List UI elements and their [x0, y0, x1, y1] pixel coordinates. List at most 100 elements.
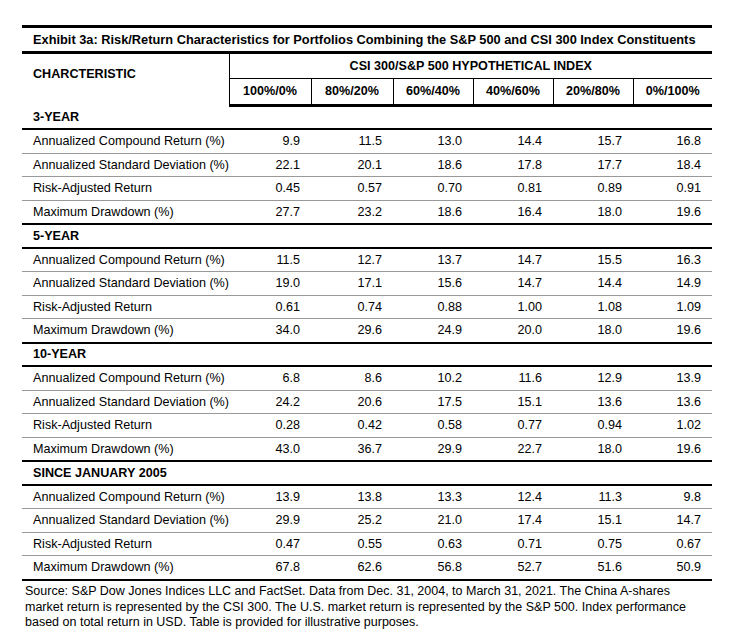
value-cell: 14.9 — [633, 272, 712, 296]
source-note-line: based on total return in USD. Table is p… — [25, 615, 712, 631]
value-cell: 1.00 — [473, 295, 553, 319]
value-cell: 14.7 — [473, 272, 553, 296]
row-label: Risk-Adjusted Return — [22, 177, 229, 201]
row-label: Maximum Drawdown (%) — [22, 556, 229, 580]
value-cell: 0.55 — [311, 532, 393, 556]
risk-return-table: CHARCTERISTIC CSI 300/S&P 500 HYPOTHETIC… — [22, 54, 712, 581]
value-cell: 16.8 — [633, 129, 712, 153]
row-label: Annualized Standard Deviation (%) — [22, 153, 229, 177]
value-cell: 13.7 — [393, 248, 473, 272]
column-header: 0%/100% — [633, 79, 712, 106]
value-cell: 36.7 — [311, 437, 393, 461]
value-cell: 12.4 — [473, 485, 553, 509]
source-note-line: market return is represented by the CSI … — [25, 600, 712, 616]
value-cell: 14.4 — [473, 129, 553, 153]
data-row: Annualized Compound Return (%)13.913.813… — [22, 485, 712, 509]
value-cell: 11.5 — [311, 129, 393, 153]
data-row: Maximum Drawdown (%)67.862.656.852.751.6… — [22, 556, 712, 580]
column-header: 80%/20% — [311, 79, 393, 106]
row-label: Maximum Drawdown (%) — [22, 437, 229, 461]
value-cell: 50.9 — [633, 556, 712, 580]
value-cell: 27.7 — [229, 200, 311, 224]
section-row: 10-YEAR — [22, 343, 712, 367]
row-label: Maximum Drawdown (%) — [22, 200, 229, 224]
value-cell: 15.1 — [473, 390, 553, 414]
value-cell: 13.9 — [633, 366, 712, 390]
value-cell: 17.8 — [473, 153, 553, 177]
value-cell: 13.9 — [229, 485, 311, 509]
value-cell: 29.9 — [229, 509, 311, 533]
value-cell: 11.5 — [229, 248, 311, 272]
value-cell: 19.0 — [229, 272, 311, 296]
value-cell: 13.0 — [393, 129, 473, 153]
data-row: Maximum Drawdown (%)27.723.218.616.418.0… — [22, 200, 712, 224]
value-cell: 11.3 — [553, 485, 633, 509]
value-cell: 0.47 — [229, 532, 311, 556]
row-label: Annualized Standard Deviation (%) — [22, 390, 229, 414]
value-cell: 43.0 — [229, 437, 311, 461]
value-cell: 22.1 — [229, 153, 311, 177]
value-cell: 0.89 — [553, 177, 633, 201]
value-cell: 8.6 — [311, 366, 393, 390]
value-cell: 0.81 — [473, 177, 553, 201]
row-label: Annualized Standard Deviation (%) — [22, 509, 229, 533]
column-header: 100%/0% — [229, 79, 311, 106]
row-label: Annualized Compound Return (%) — [22, 366, 229, 390]
value-cell: 51.6 — [553, 556, 633, 580]
value-cell: 19.6 — [633, 437, 712, 461]
data-row: Annualized Standard Deviation (%)29.925.… — [22, 509, 712, 533]
row-label: Risk-Adjusted Return — [22, 295, 229, 319]
value-cell: 18.4 — [633, 153, 712, 177]
data-row: Risk-Adjusted Return0.610.740.881.001.08… — [22, 295, 712, 319]
value-cell: 12.7 — [311, 248, 393, 272]
section-header: SINCE JANUARY 2005 — [22, 461, 712, 485]
row-label: Risk-Adjusted Return — [22, 414, 229, 438]
value-cell: 23.2 — [311, 200, 393, 224]
group-header-row: CHARCTERISTIC CSI 300/S&P 500 HYPOTHETIC… — [22, 54, 712, 79]
value-cell: 14.7 — [633, 509, 712, 533]
value-cell: 0.57 — [311, 177, 393, 201]
row-label: Annualized Compound Return (%) — [22, 129, 229, 153]
value-cell: 0.42 — [311, 414, 393, 438]
value-cell: 0.61 — [229, 295, 311, 319]
value-cell: 52.7 — [473, 556, 553, 580]
value-cell: 22.7 — [473, 437, 553, 461]
value-cell: 0.74 — [311, 295, 393, 319]
value-cell: 0.58 — [393, 414, 473, 438]
value-cell: 18.0 — [553, 319, 633, 343]
section-header: 3-YEAR — [22, 105, 712, 129]
column-header: 20%/80% — [553, 79, 633, 106]
value-cell: 17.5 — [393, 390, 473, 414]
row-label: Risk-Adjusted Return — [22, 532, 229, 556]
value-cell: 34.0 — [229, 319, 311, 343]
value-cell: 0.63 — [393, 532, 473, 556]
data-row: Risk-Adjusted Return0.280.420.580.770.94… — [22, 414, 712, 438]
data-row: Maximum Drawdown (%)43.036.729.922.718.0… — [22, 437, 712, 461]
value-cell: 0.91 — [633, 177, 712, 201]
value-cell: 67.8 — [229, 556, 311, 580]
value-cell: 15.5 — [553, 248, 633, 272]
section-row: 3-YEAR — [22, 105, 712, 129]
value-cell: 19.6 — [633, 200, 712, 224]
value-cell: 18.6 — [393, 153, 473, 177]
value-cell: 24.9 — [393, 319, 473, 343]
data-row: Risk-Adjusted Return0.470.550.630.710.75… — [22, 532, 712, 556]
value-cell: 56.8 — [393, 556, 473, 580]
value-cell: 14.7 — [473, 248, 553, 272]
value-cell: 21.0 — [393, 509, 473, 533]
value-cell: 18.0 — [553, 437, 633, 461]
value-cell: 62.6 — [311, 556, 393, 580]
data-row: Risk-Adjusted Return0.450.570.700.810.89… — [22, 177, 712, 201]
section-row: 5-YEAR — [22, 224, 712, 248]
value-cell: 29.9 — [393, 437, 473, 461]
exhibit-title: Exhibit 3a: Risk/Return Characteristics … — [22, 25, 712, 54]
source-note-line: Source: S&P Dow Jones Indices LLC and Fa… — [25, 584, 712, 600]
hypothetical-index-header: CSI 300/S&P 500 HYPOTHETICAL INDEX — [229, 54, 712, 79]
value-cell: 18.0 — [553, 200, 633, 224]
value-cell: 0.70 — [393, 177, 473, 201]
characteristic-header: CHARCTERISTIC — [22, 54, 229, 105]
data-row: Annualized Standard Deviation (%)22.120.… — [22, 153, 712, 177]
value-cell: 6.8 — [229, 366, 311, 390]
value-cell: 17.4 — [473, 509, 553, 533]
value-cell: 11.6 — [473, 366, 553, 390]
